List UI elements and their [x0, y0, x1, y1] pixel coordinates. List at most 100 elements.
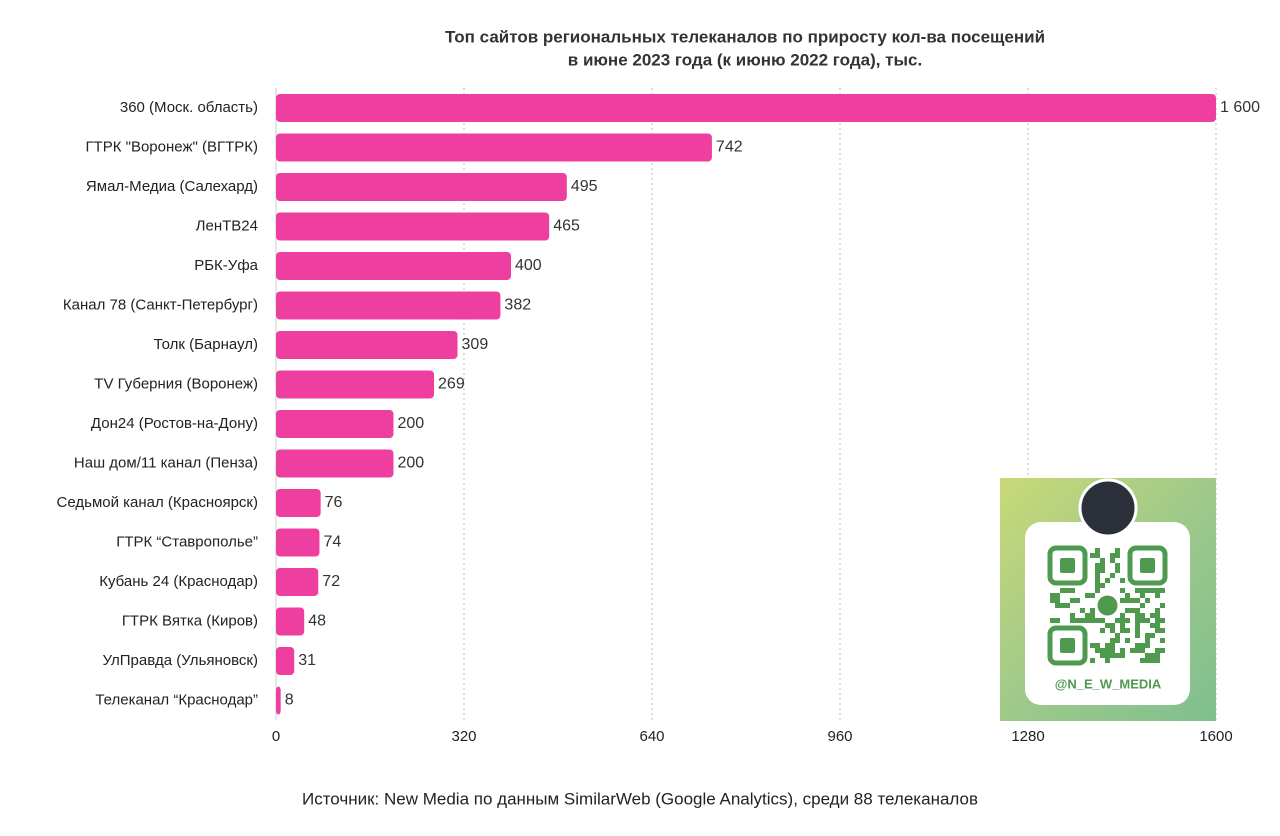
qr-cell [1055, 593, 1060, 598]
qr-cell [1130, 648, 1135, 653]
qr-cell [1160, 648, 1165, 653]
qr-cell [1120, 578, 1125, 583]
qr-cell [1085, 613, 1090, 618]
qr-cell [1125, 608, 1130, 613]
bar [276, 212, 550, 241]
qr-finder [1047, 625, 1088, 666]
qr-cell [1075, 598, 1080, 603]
qr-cell [1115, 568, 1120, 573]
qr-cell [1155, 653, 1160, 658]
qr-cell [1155, 618, 1160, 623]
qr-cell [1150, 623, 1155, 628]
bar [276, 94, 1216, 122]
qr-cell [1090, 613, 1095, 618]
qr-cell [1050, 618, 1055, 623]
value-label: 74 [323, 534, 341, 551]
qr-cell [1095, 578, 1100, 583]
bar [276, 449, 394, 478]
qr-cell [1155, 588, 1160, 593]
bar [276, 607, 305, 636]
qr-cell [1140, 658, 1145, 663]
qr-cell [1115, 638, 1120, 643]
qr-cell [1135, 608, 1140, 613]
qr-cell [1155, 613, 1160, 618]
value-label: 72 [322, 573, 340, 590]
bar [276, 252, 511, 280]
qr-cell [1070, 613, 1075, 618]
qr-cell [1115, 553, 1120, 558]
qr-cell [1120, 588, 1125, 593]
qr-logo [1097, 595, 1118, 616]
value-label: 742 [716, 139, 743, 156]
chart-title: Топ сайтов региональных телеканалов по п… [445, 27, 1045, 46]
qr-cell [1065, 588, 1070, 593]
bar [276, 410, 394, 438]
value-label: 382 [504, 297, 531, 314]
qr-cell [1145, 618, 1150, 623]
y-tick-label: Толк (Барнаул) [154, 336, 258, 353]
qr-cell [1120, 613, 1125, 618]
qr-cell [1095, 588, 1100, 593]
qr-cell [1125, 598, 1130, 603]
qr-cell [1110, 573, 1115, 578]
qr-cell [1125, 638, 1130, 643]
qr-label: @N_E_W_MEDIA [1055, 676, 1162, 691]
qr-cell [1115, 563, 1120, 568]
avatar [1078, 478, 1138, 538]
qr-cell [1055, 603, 1060, 608]
qr-cell [1120, 653, 1125, 658]
value-label: 8 [285, 692, 294, 709]
qr-cell [1090, 608, 1095, 613]
qr-cell [1140, 643, 1145, 648]
qr-cell [1120, 623, 1125, 628]
qr-cell [1130, 608, 1135, 613]
value-label: 269 [438, 376, 465, 393]
qr-cell [1095, 553, 1100, 558]
qr-finder [1060, 558, 1075, 573]
y-tick-label: Кубань 24 (Краснодар) [99, 573, 258, 590]
y-tick-label: ЛенТВ24 [196, 217, 258, 234]
qr-cell [1125, 628, 1130, 633]
x-tick-label: 960 [827, 728, 852, 745]
qr-cell [1160, 603, 1165, 608]
qr-cell [1155, 628, 1160, 633]
qr-cell [1150, 633, 1155, 638]
qr-cell [1135, 613, 1140, 618]
qr-cell [1080, 618, 1085, 623]
qr-cell [1075, 618, 1080, 623]
value-label: 200 [398, 415, 425, 432]
value-label: 309 [462, 336, 489, 353]
value-label: 31 [298, 652, 316, 669]
qr-cell [1065, 603, 1070, 608]
qr-cell [1155, 608, 1160, 613]
qr-cell [1155, 593, 1160, 598]
qr-cell [1145, 638, 1150, 643]
qr-cell [1080, 608, 1085, 613]
qr-cell [1105, 658, 1110, 663]
qr-cell [1135, 618, 1140, 623]
qr-cell [1095, 648, 1100, 653]
qr-cell [1125, 618, 1130, 623]
qr-cell [1115, 618, 1120, 623]
qr-cell [1085, 618, 1090, 623]
value-label: 465 [553, 218, 580, 235]
qr-cell [1110, 628, 1115, 633]
qr-cell [1135, 588, 1140, 593]
y-tick-label: 360 (Моск. область) [120, 99, 258, 116]
qr-cell [1120, 628, 1125, 633]
qr-cell [1145, 658, 1150, 663]
qr-finder [1127, 545, 1168, 586]
qr-cell [1095, 568, 1100, 573]
qr-cell [1110, 638, 1115, 643]
qr-code [1047, 545, 1168, 666]
y-tick-label: Ямал-Медиа (Салехард) [86, 178, 258, 195]
y-tick-label: Седьмой канал (Красноярск) [57, 494, 258, 511]
qr-cell [1125, 593, 1130, 598]
qr-cell [1090, 643, 1095, 648]
y-tick-label: TV Губерния (Воронеж) [94, 375, 258, 392]
qr-cell [1100, 618, 1105, 623]
qr-cell [1095, 583, 1100, 588]
qr-cell [1100, 563, 1105, 568]
qr-cell [1150, 588, 1155, 593]
